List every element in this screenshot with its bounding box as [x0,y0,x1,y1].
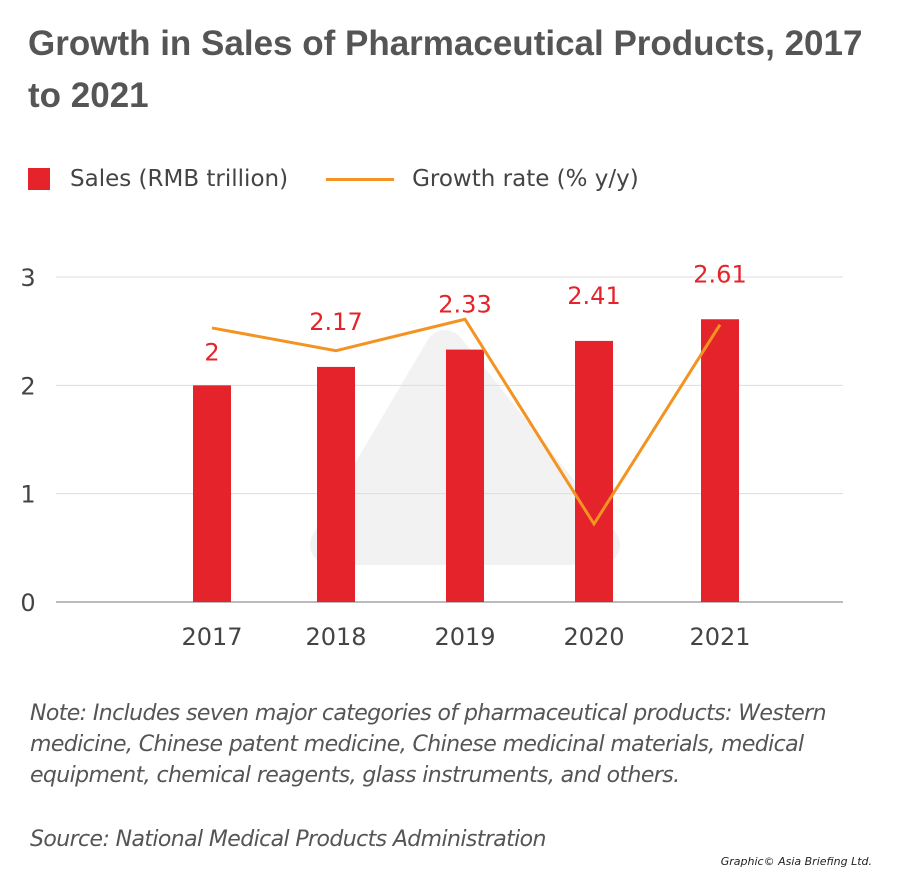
plot-area: 0 1 2 3 2 2017 2.17 2018 2.33 2019 2.41 2020 2.61 202… [20,260,843,651]
data-label: 2.33 [438,291,491,319]
legend-label-sales: Sales (RMB trillion) [70,166,289,192]
x-tick-label: 2020 [563,623,624,651]
bar [193,385,231,602]
x-tick-label: 2018 [305,623,366,651]
bar [446,349,484,602]
legend: Sales (RMB trillion) Growth rate (% y/y) [28,166,639,192]
x-tick-label: 2021 [689,623,750,651]
y-tick-label: 3 [20,264,35,292]
legend-label-growth: Growth rate (% y/y) [412,166,639,192]
x-tick-label: 2019 [434,623,495,651]
y-tick-label: 2 [20,372,35,400]
bar [317,366,355,602]
y-tick-label: 1 [20,481,35,509]
note: Note: Includes seven major categories of… [30,701,827,788]
credit: Graphic© Asia Briefing Ltd. [720,855,872,868]
chart-title: Growth in Sales of Pharmaceutical Produc… [28,24,863,115]
bar [701,319,739,602]
legend-bar-swatch [28,168,50,190]
data-label: 2.61 [693,260,746,288]
bar [575,340,613,602]
x-tick-label: 2017 [181,623,242,651]
data-label: 2 [204,338,219,366]
source: Source: National Medical Products Admini… [30,827,546,852]
data-label: 2.17 [309,308,362,336]
legend-line-swatch [326,177,395,181]
data-label: 2.41 [567,282,620,310]
y-tick-label: 0 [20,589,35,617]
